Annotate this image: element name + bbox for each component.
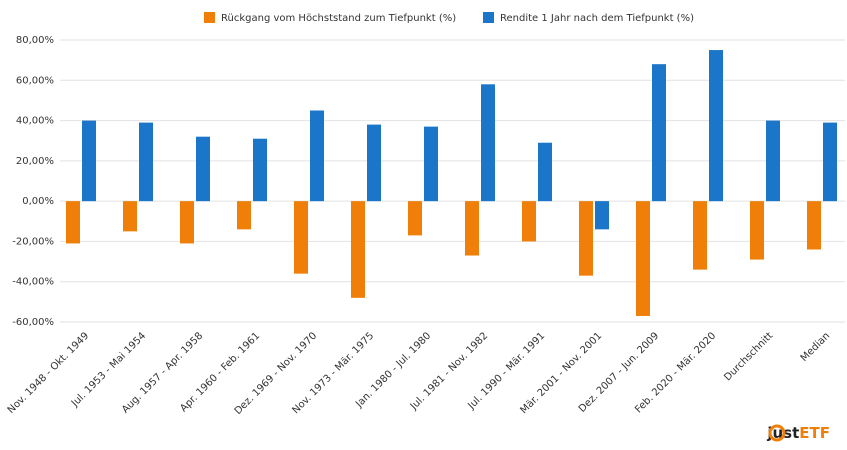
- bar: [652, 64, 666, 202]
- y-tick-label: 60,00%: [16, 75, 54, 86]
- bar: [66, 201, 80, 244]
- y-tick-label: 20,00%: [16, 156, 54, 167]
- y-tick-label: -60,00%: [12, 317, 54, 328]
- y-tick-label: 40,00%: [16, 116, 54, 127]
- y-tick-label: -40,00%: [12, 277, 54, 288]
- bar: [807, 201, 821, 250]
- bar: [636, 201, 650, 316]
- bar: [579, 201, 593, 276]
- bar: [123, 201, 137, 232]
- y-tick-label: 80,00%: [16, 35, 54, 46]
- legend-label: Rückgang vom Höchststand zum Tiefpunkt (…: [221, 13, 456, 24]
- brand-suffix: ETF: [799, 424, 830, 442]
- bar: [294, 201, 308, 274]
- bar: [82, 120, 96, 202]
- bar: [693, 201, 707, 270]
- brand-icon: [768, 424, 786, 442]
- bar: [310, 110, 324, 202]
- bar: [709, 50, 723, 202]
- bar: [750, 201, 764, 260]
- bar: [823, 122, 837, 202]
- y-tick-label: -20,00%: [12, 236, 54, 247]
- bar: [522, 201, 536, 242]
- bar: [180, 201, 194, 244]
- bar: [237, 201, 251, 230]
- bar: [196, 136, 210, 202]
- bar: [481, 84, 495, 202]
- legend-swatch: [483, 12, 494, 23]
- bar: [351, 201, 365, 298]
- y-tick-label: 0,00%: [22, 196, 54, 207]
- legend-swatch: [204, 12, 215, 23]
- x-tick-label: Durchschnitt: [722, 330, 775, 383]
- x-tick-label: Median: [799, 330, 832, 363]
- bar: [595, 201, 609, 230]
- bar: [408, 201, 422, 236]
- bar: [465, 201, 479, 256]
- bar: [538, 142, 552, 202]
- bar: [139, 122, 153, 202]
- bar: [253, 138, 267, 202]
- bar: [766, 120, 780, 202]
- bar: [367, 124, 381, 202]
- legend-label: Rendite 1 Jahr nach dem Tiefpunkt (%): [500, 13, 694, 24]
- bar: [424, 126, 438, 202]
